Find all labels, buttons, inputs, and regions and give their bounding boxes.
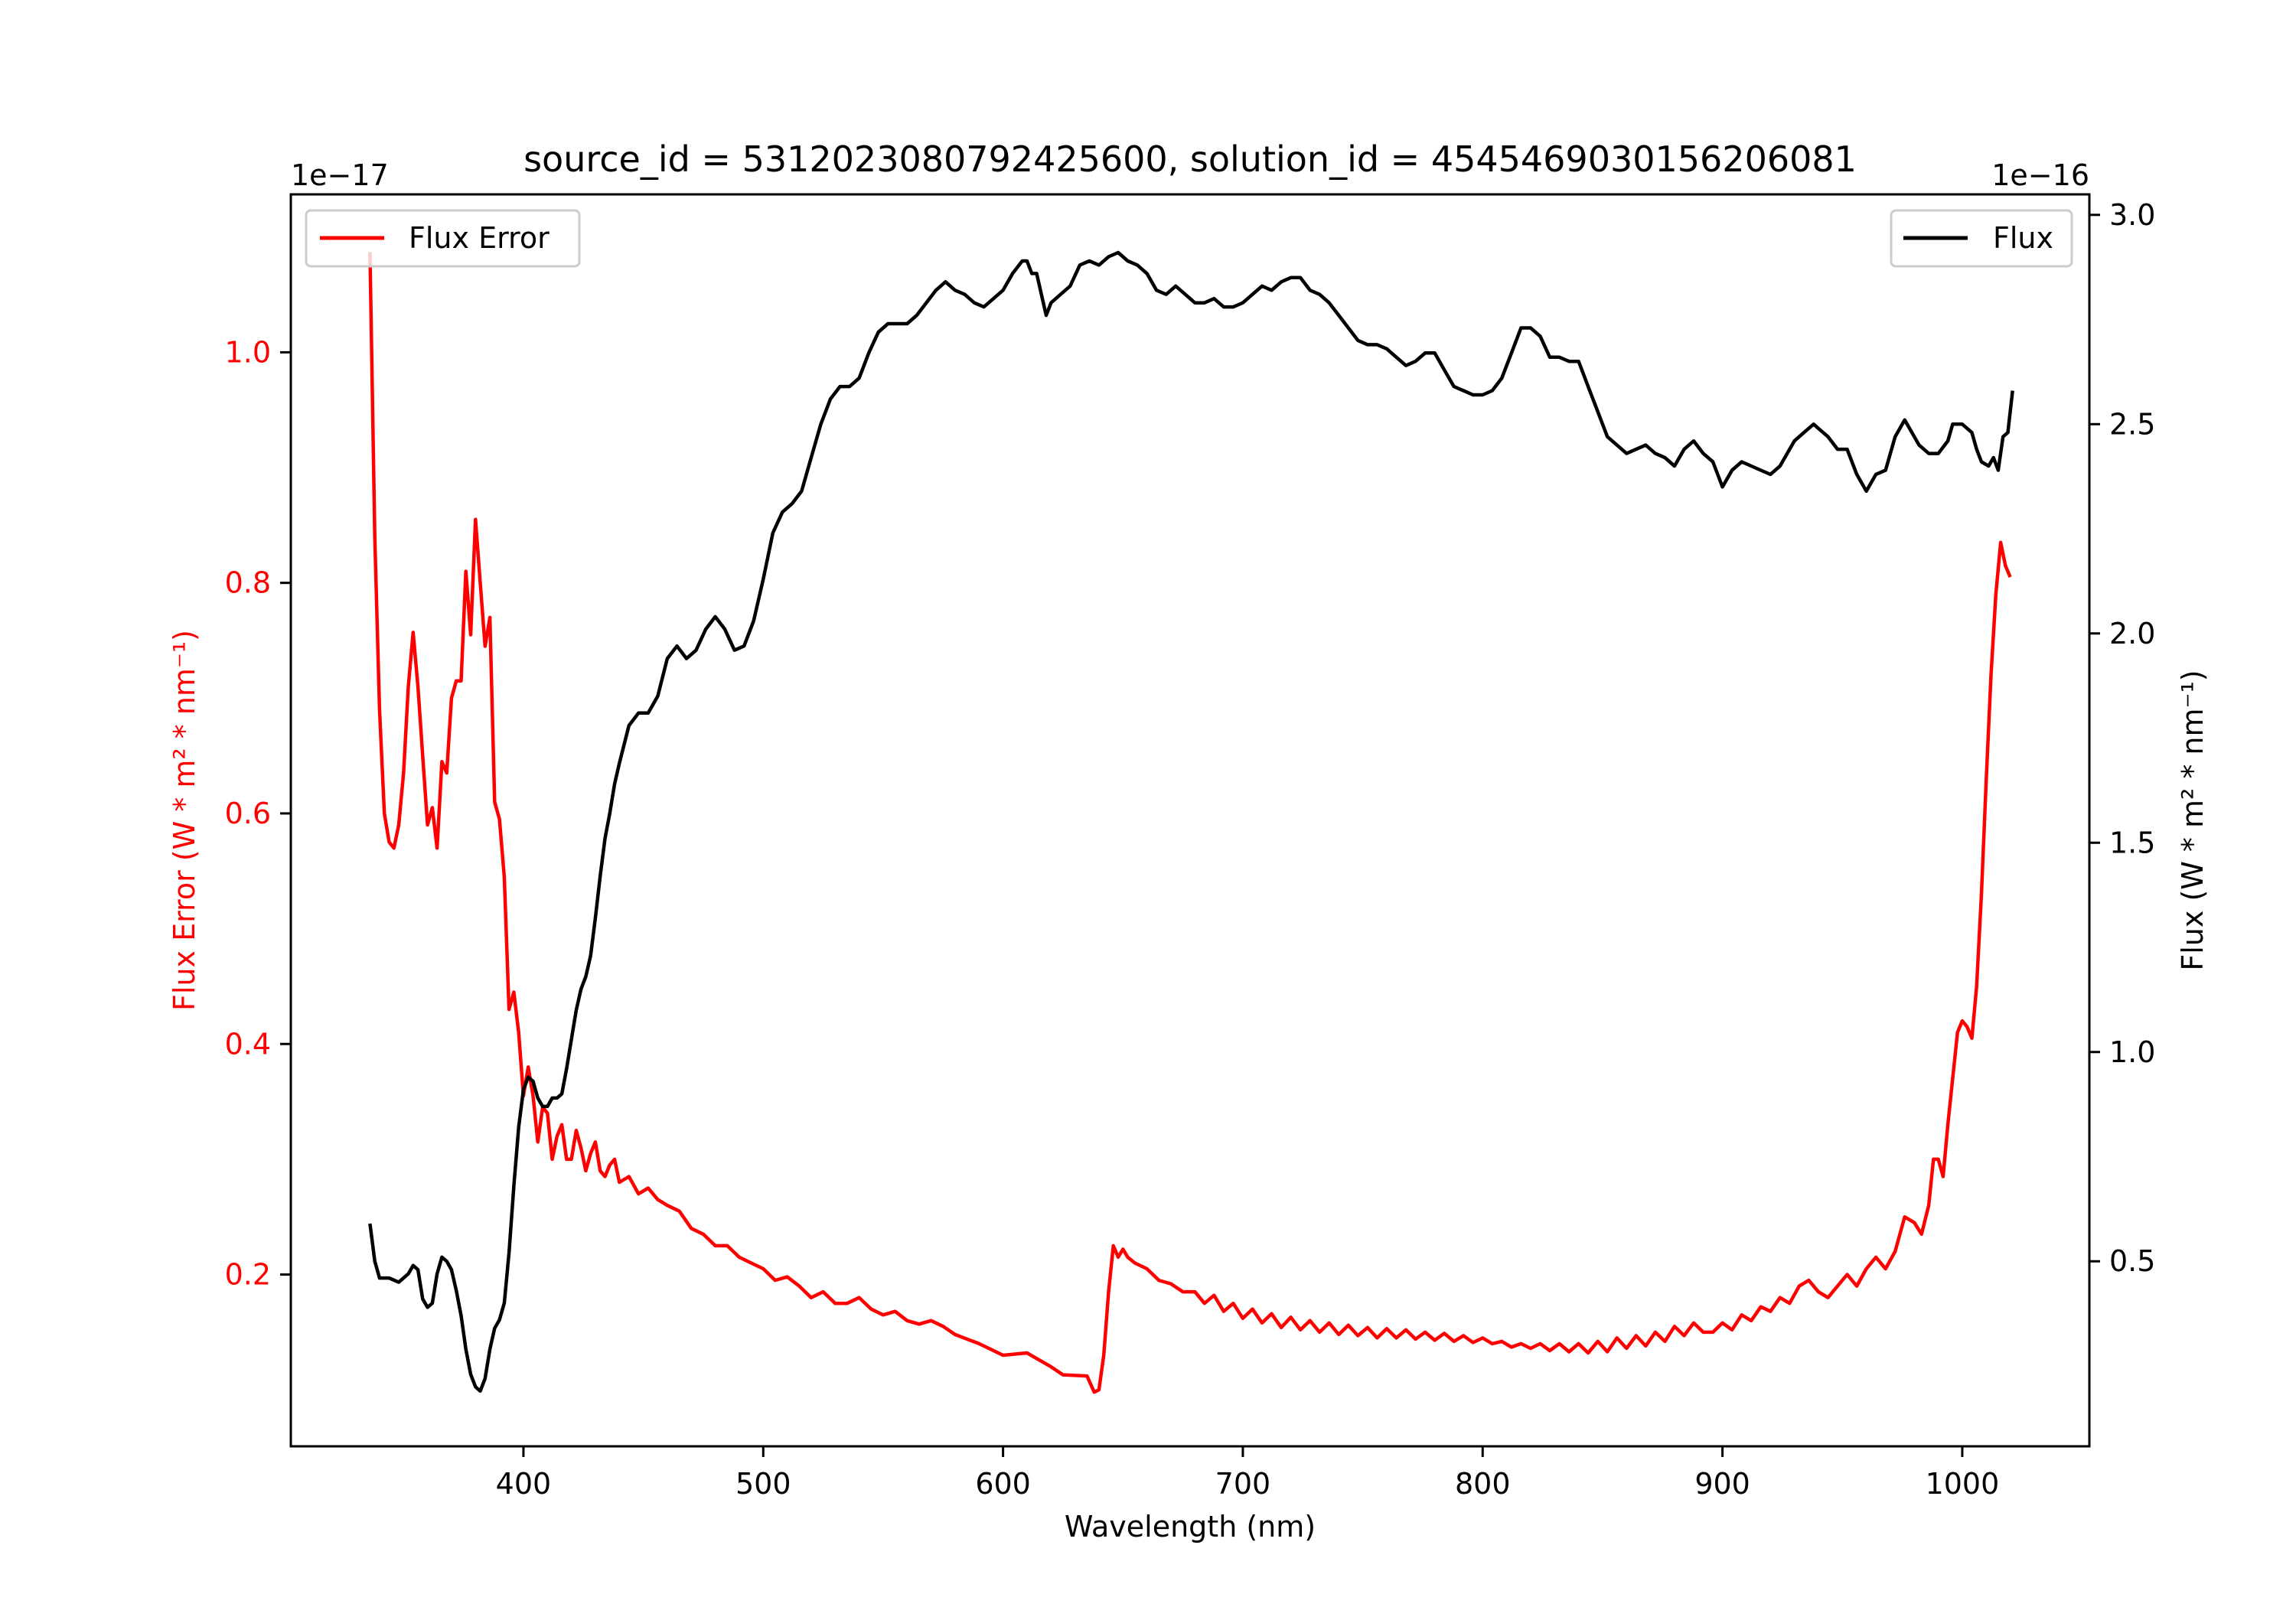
series-layer bbox=[368, 250, 2014, 1394]
right-offset-text: 1e−16 bbox=[1991, 158, 2089, 192]
legend-label-flux: Flux bbox=[1993, 221, 2053, 255]
left-y-tick-label: 0.8 bbox=[225, 566, 271, 600]
legend-box bbox=[1890, 209, 2073, 268]
right-y-axis-label: Flux (W * m² * nm⁻¹) bbox=[2176, 670, 2210, 970]
left-y-tick-label: 0.4 bbox=[225, 1027, 271, 1061]
legend-flux: Flux bbox=[1890, 209, 2073, 268]
left-y-tick-label: 0.2 bbox=[225, 1258, 271, 1292]
x-tick-label: 800 bbox=[1455, 1467, 1511, 1501]
legend-box bbox=[305, 209, 581, 268]
right-y-tick-label: 2.5 bbox=[2109, 407, 2155, 441]
right-y-tick-label: 2.0 bbox=[2109, 617, 2155, 650]
right-y-tick-label: 3.0 bbox=[2109, 198, 2155, 232]
left-y-axis-label: Flux Error (W * m² * nm⁻¹) bbox=[168, 630, 201, 1011]
left-offset-text: 1e−17 bbox=[291, 158, 389, 192]
x-tick-label: 500 bbox=[735, 1467, 791, 1501]
x-tick-label: 400 bbox=[496, 1467, 552, 1501]
right-y-tick-label: 1.0 bbox=[2109, 1035, 2155, 1069]
left-y-tick-label: 0.6 bbox=[225, 797, 271, 830]
x-tick-label: 600 bbox=[975, 1467, 1031, 1501]
x-tick-label: 700 bbox=[1215, 1467, 1271, 1501]
left-y-tick-label: 1.0 bbox=[225, 335, 271, 369]
legend-flux-error: Flux Error bbox=[305, 209, 581, 268]
legend-label-flux-error: Flux Error bbox=[409, 221, 550, 255]
x-tick-label: 1000 bbox=[1926, 1467, 2000, 1501]
plot-frame bbox=[289, 193, 2091, 1448]
axis-layer: 400 500 600 700 800 900 1000 0.2 0.4 0.6 0.8 1.0 0.5… bbox=[225, 198, 2156, 1501]
chart-title: source_id = 5312023080792425600, solutio… bbox=[523, 139, 1857, 180]
x-axis-label: Wavelength (nm) bbox=[1065, 1510, 1316, 1543]
right-y-tick-label: 1.5 bbox=[2109, 826, 2155, 859]
series-line-flux bbox=[368, 250, 2014, 1393]
right-y-tick-label: 0.5 bbox=[2109, 1244, 2155, 1278]
x-tick-label: 900 bbox=[1694, 1467, 1750, 1501]
